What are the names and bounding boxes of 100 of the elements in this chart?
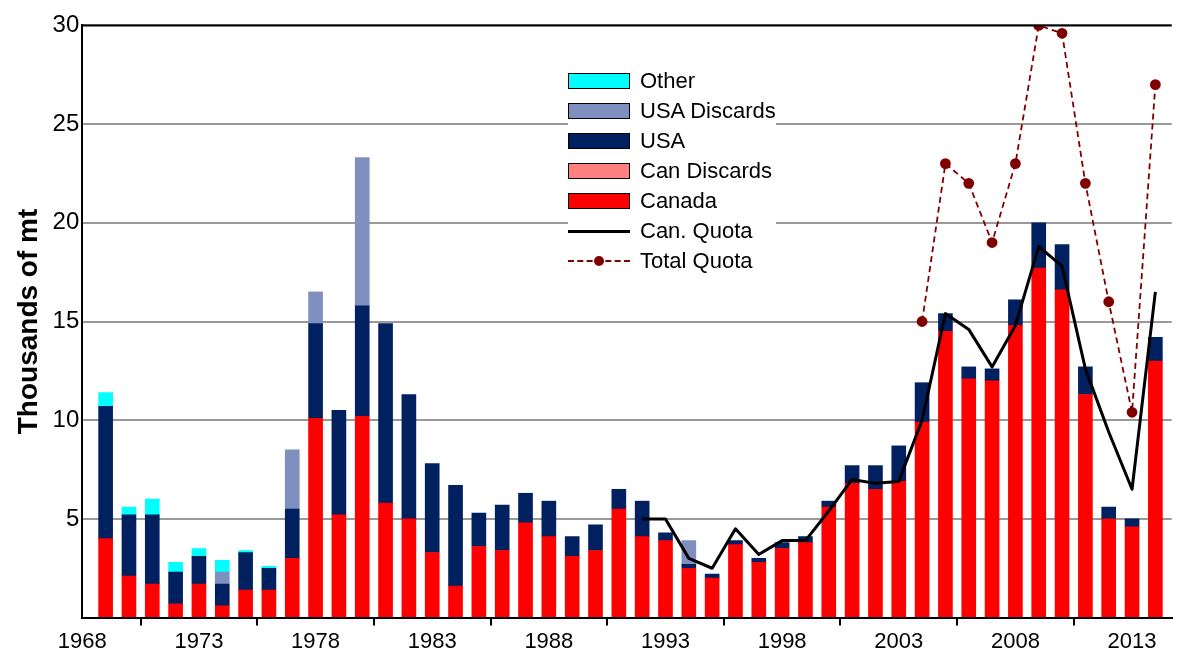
bar [984,380,1000,617]
bar [961,378,977,617]
bar [191,548,207,557]
x-tick-label: 1983 [407,627,457,653]
x-tick-label: 1988 [524,627,574,653]
bar [938,331,953,617]
x-tick-label: 1978 [291,627,341,653]
legend-label: Total Quota [640,247,753,275]
bar [144,498,160,516]
bar [1008,325,1023,617]
bar [471,546,487,617]
bar [424,463,440,553]
bar [821,506,837,617]
bar [494,504,510,551]
bar [798,542,813,617]
bar [891,481,907,617]
point [1010,158,1021,169]
x-tick-label: 1968 [57,627,107,653]
bar [401,394,417,520]
bar [214,571,230,585]
y-tick-label: 5 [65,503,80,531]
bar [331,410,347,516]
bar [471,512,487,547]
bar [98,538,113,617]
bar [214,605,230,617]
bar [588,524,603,551]
bar [214,560,230,573]
y-tick-label: 30 [52,10,80,38]
bar [704,577,720,617]
bar [681,567,697,617]
bar [191,556,207,585]
bar [214,583,230,607]
bar [1124,526,1140,617]
point [1079,177,1091,189]
bar [354,157,370,307]
legend-label: USA Discards [640,97,776,125]
bar [168,562,183,573]
bar [354,415,370,617]
bar [751,562,767,617]
bar [378,502,393,617]
bar [378,323,393,504]
x-tick-label: 2013 [1107,627,1157,653]
bar [401,518,417,617]
point [986,237,998,248]
y-tick-label: 10 [52,404,80,432]
bar [121,575,137,617]
point [940,158,951,169]
bar [1054,289,1070,617]
bar [284,508,300,559]
bar [98,406,113,539]
point [1126,406,1138,418]
bar [1101,518,1117,617]
bar [518,522,533,617]
x-tick-label: 1998 [757,627,807,653]
bar [238,552,253,591]
bar [448,485,463,587]
x-tick-label: 2003 [874,627,924,653]
bar [1148,360,1163,617]
bar [494,550,510,617]
bar [868,488,883,617]
bar [144,514,160,585]
bar [658,532,673,541]
bar [308,291,323,324]
bar [588,550,603,617]
bar [144,583,160,617]
y-axis-title: Thousands of mt [11,208,43,435]
bar [261,589,277,617]
x-tick-label: 1973 [174,627,224,653]
point [963,177,975,189]
bar [121,506,137,516]
x-tick-label: 1993 [641,627,690,653]
point [1056,27,1068,39]
bar [261,567,277,591]
bar [518,492,533,524]
bar [774,548,790,617]
bar [914,421,930,617]
bar [634,536,650,617]
bar [98,392,113,407]
bar [331,514,347,617]
legend-label: Can Discards [640,157,773,185]
bar [191,583,207,617]
legend-label: Can. Quota [640,217,753,245]
y-tick-label: 15 [52,306,80,334]
bar [564,556,580,617]
bar [611,508,627,617]
point [916,316,928,327]
bar [168,603,183,617]
bar [541,536,557,617]
point [1103,296,1115,308]
y-tick-label: 20 [52,207,80,235]
bar [611,488,627,510]
point [1149,79,1161,91]
bar [354,305,370,417]
bar [121,514,137,577]
legend-label: Canada [640,187,718,215]
legend-label: Other [640,67,696,95]
bar [658,540,673,617]
y-tick-label: 25 [52,108,80,136]
bar [168,571,183,605]
x-tick-label: 2008 [990,627,1040,653]
